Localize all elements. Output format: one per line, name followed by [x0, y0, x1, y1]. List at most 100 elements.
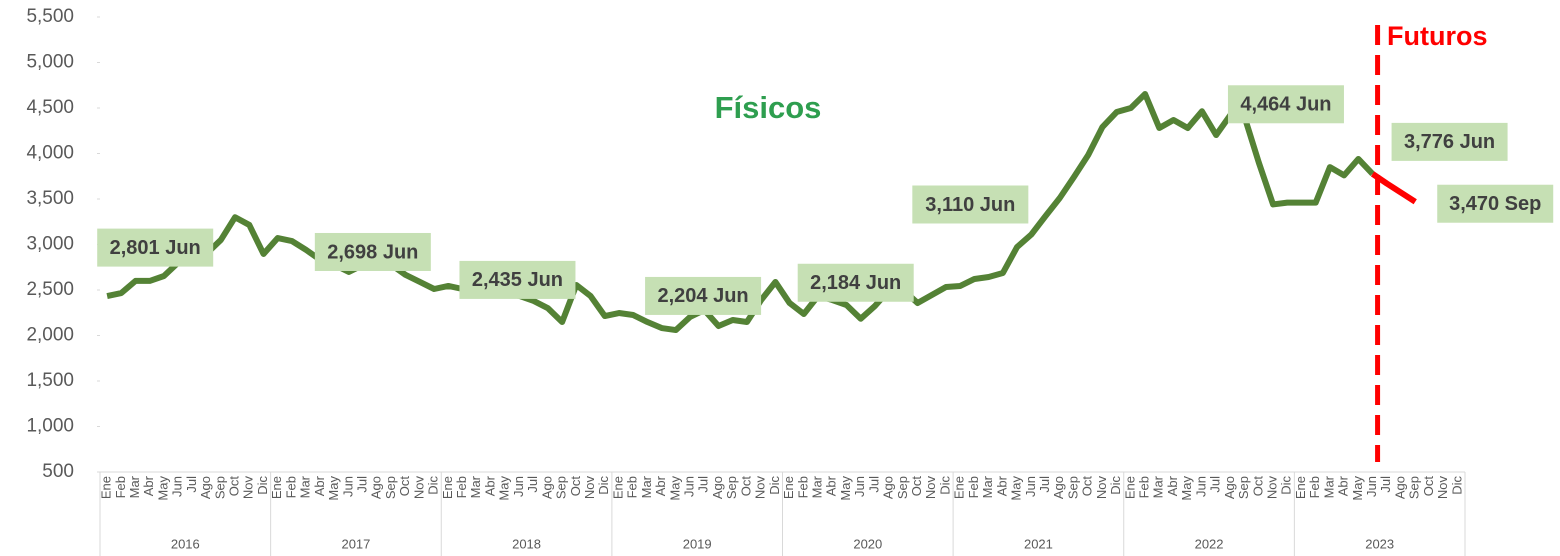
x-tick-label: Abr: [653, 475, 668, 496]
data-label: 2,184 Jun: [810, 272, 901, 294]
x-tick-label: Sep: [383, 476, 398, 499]
x-tick-label: Dic: [1108, 476, 1123, 495]
x-tick-label: Feb: [966, 476, 981, 498]
x-tick-label: Feb: [1307, 476, 1322, 498]
data-label-box: [1227, 85, 1344, 124]
x-tick-label: Jun: [852, 476, 867, 497]
data-label: 2,204 Jun: [657, 285, 748, 307]
x-tick-label: Abr: [824, 475, 839, 496]
x-tick-label: May: [838, 476, 853, 501]
x-tick-label: Mar: [809, 475, 824, 498]
x-tick-label: Jun: [170, 476, 185, 497]
x-tick-label: Abr: [994, 475, 1009, 496]
year-label: 2020: [853, 536, 882, 551]
y-tick-label: 4,000: [26, 143, 74, 164]
x-tick-label: Nov: [411, 476, 426, 500]
y-tick-label: 1,000: [26, 416, 74, 437]
x-tick-label: Ago: [881, 476, 896, 499]
data-label-box: [797, 263, 914, 302]
x-tick-label: Sep: [895, 476, 910, 499]
x-tick-label: Mar: [1321, 475, 1336, 498]
x-tick-label: May: [1350, 476, 1365, 501]
x-tick-label: Mar: [980, 475, 995, 498]
x-tick-label: Ene: [952, 476, 967, 499]
x-tick-label: Jun: [682, 476, 697, 497]
x-tick-label: Feb: [283, 476, 298, 498]
series-name-fisicos: Físicos: [715, 90, 822, 125]
x-tick-label: Dic: [767, 476, 782, 495]
x-tick-label: Sep: [554, 476, 569, 499]
y-tick-label: 500: [42, 461, 74, 482]
x-tick-label: Jul: [1037, 476, 1052, 493]
x-tick-label: Dic: [426, 476, 441, 495]
x-tick-label: Ago: [198, 476, 213, 499]
x-tick-label: Nov: [582, 476, 597, 500]
y-tick-label: 1,500: [26, 370, 74, 391]
data-label-box: [314, 232, 431, 271]
x-tick-label: Feb: [795, 476, 810, 498]
year-label: 2018: [512, 536, 541, 551]
x-tick-label: Ene: [99, 476, 114, 499]
series-line: [1370, 171, 1417, 205]
data-label-box: [645, 276, 762, 315]
x-tick-label: Jun: [1364, 476, 1379, 497]
x-tick-label: Jun: [1023, 476, 1038, 497]
year-label: 2016: [171, 536, 200, 551]
x-tick-label: Sep: [1407, 476, 1422, 499]
x-tick-label: Ene: [781, 476, 796, 499]
year-label: 2021: [1024, 536, 1053, 551]
data-label: 3,776 Jun: [1404, 131, 1495, 153]
x-tick-label: Ene: [269, 476, 284, 499]
x-tick-label: Jul: [184, 476, 199, 493]
x-tick-label: Abr: [312, 475, 327, 496]
x-tick-label: Jul: [1378, 476, 1393, 493]
y-tick-label: 5,500: [26, 6, 74, 27]
x-tick-label: May: [1009, 476, 1024, 501]
x-tick-label: Ago: [1222, 476, 1237, 499]
x-tick-label: Mar: [127, 475, 142, 498]
x-tick-label: Oct: [397, 476, 412, 497]
x-tick-label: Nov: [923, 476, 938, 500]
x-tick-label: Ene: [1293, 476, 1308, 499]
data-label-box: [459, 260, 576, 299]
series-name-futuros: Futuros: [1387, 21, 1488, 51]
x-tick-label: Dic: [596, 476, 611, 495]
x-tick-label: Abr: [1165, 475, 1180, 496]
x-tick-label: Jul: [1208, 476, 1223, 493]
x-tick-label: Mar: [1151, 475, 1166, 498]
data-label-box: [1391, 122, 1508, 161]
x-tick-label: Jul: [696, 476, 711, 493]
x-tick-label: Nov: [1264, 476, 1279, 500]
x-tick-label: Jun: [340, 476, 355, 497]
data-label: 2,435 Jun: [472, 269, 563, 291]
x-tick-label: Oct: [738, 476, 753, 497]
x-tick-label: Abr: [482, 475, 497, 496]
x-tick-label: Jun: [511, 476, 526, 497]
data-label: 3,470 Sep: [1449, 193, 1541, 215]
y-tick-label: 5,000: [26, 52, 74, 73]
x-tick-label: Sep: [724, 476, 739, 499]
x-tick-label: Ago: [369, 476, 384, 499]
x-tick-label: Nov: [241, 476, 256, 500]
x-tick-label: Oct: [909, 476, 924, 497]
data-label-box: [912, 185, 1029, 224]
x-tick-label: Ene: [1122, 476, 1137, 499]
data-label: 2,698 Jun: [327, 241, 418, 263]
x-tick-label: Abr: [141, 475, 156, 496]
year-label: 2023: [1365, 536, 1394, 551]
year-label: 2022: [1195, 536, 1224, 551]
x-tick-label: Dic: [1279, 476, 1294, 495]
x-tick-label: Nov: [1435, 476, 1450, 500]
data-label: 4,464 Jun: [1240, 94, 1331, 116]
x-tick-label: Dic: [255, 476, 270, 495]
x-tick-label: Mar: [639, 475, 654, 498]
x-tick-label: Jul: [525, 476, 540, 493]
x-tick-label: Dic: [1449, 476, 1464, 495]
y-tick-label: 2,000: [26, 325, 74, 346]
year-label: 2017: [341, 536, 370, 551]
x-tick-label: Jun: [1193, 476, 1208, 497]
x-tick-label: Ago: [1392, 476, 1407, 499]
x-tick-label: Sep: [212, 476, 227, 499]
x-tick-label: May: [155, 476, 170, 501]
